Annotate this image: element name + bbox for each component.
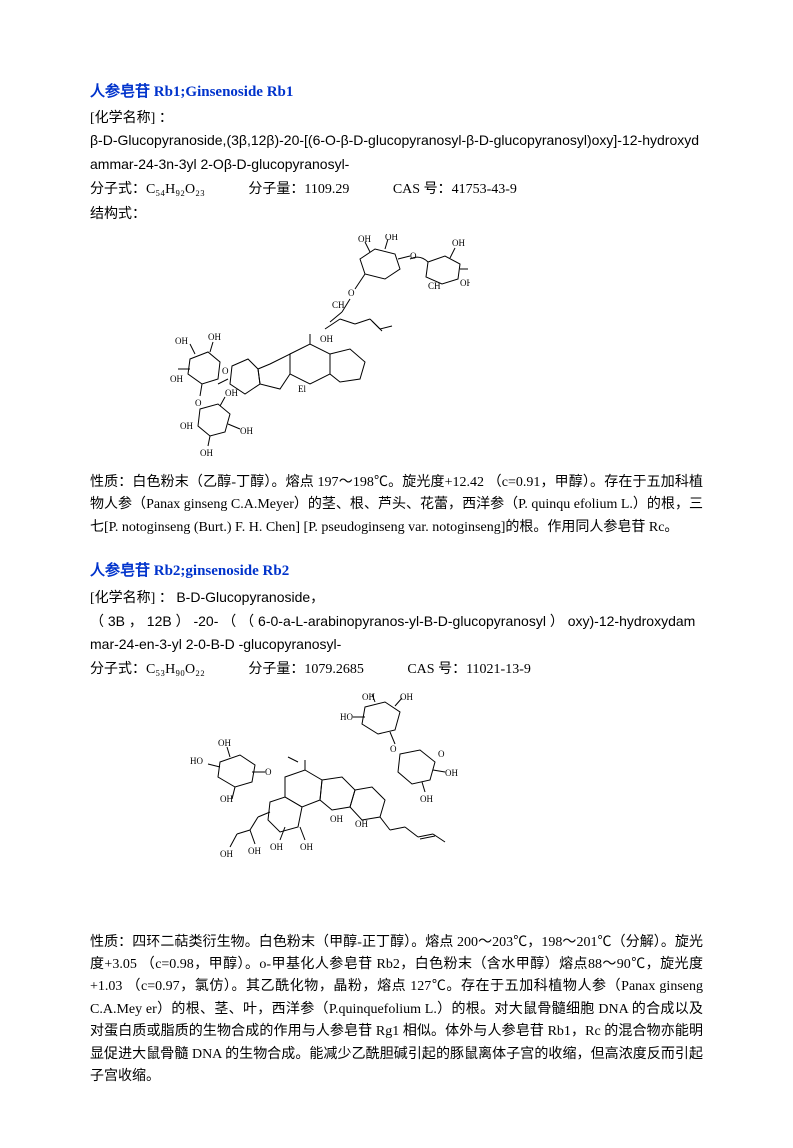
- entry2-chemname-block: [化学名称] ： B-D-Glucopyranoside， （ 3B ， 12B…: [90, 587, 703, 657]
- svg-text:OH: OH: [320, 334, 333, 344]
- svg-text:HO: HO: [340, 712, 353, 722]
- entry2-structure-diagram: OH OH HO O OH OH O HO OH O OH OH OH OH: [190, 692, 510, 922]
- entry1-cas: CAS 号：41753-43-9: [393, 179, 517, 201]
- svg-text:OH: OH: [452, 238, 465, 248]
- svg-text:OH: OH: [240, 426, 253, 436]
- svg-text:O: O: [265, 767, 272, 777]
- svg-text:O: O: [348, 288, 355, 298]
- svg-text:OH: OH: [175, 336, 188, 346]
- entry1-formula: 分子式：C₅₄H₉₂O₂₃: [90, 179, 205, 201]
- svg-text:OH: OH: [225, 388, 238, 398]
- svg-text:OH: OH: [400, 692, 413, 702]
- entry2-chemname-pre: B-D-Glucopyranoside，: [176, 589, 324, 605]
- svg-text:HO: HO: [190, 756, 203, 766]
- svg-text:OH: OH: [248, 846, 261, 856]
- entry2-mw: 分子量：1079.2685: [248, 659, 364, 681]
- svg-text:OH: OH: [300, 842, 313, 852]
- svg-text:OH: OH: [170, 374, 183, 384]
- svg-text:OH: OH: [385, 234, 398, 242]
- entry1-structure-diagram: OH OH O OH OH CH O CH OH El O OH OH OH: [170, 234, 470, 464]
- svg-text:O: O: [222, 366, 229, 376]
- entry1-description: 性质：白色粉末（乙醇-丁醇）。熔点 197～198℃。旋光度+12.42 （c=…: [90, 472, 703, 539]
- entry2-chemname: （ 3B ， 12B ） -20- （ （ 6-0-a-L-arabinopyr…: [90, 613, 695, 652]
- entry2-chemname-label: [化学名称] ：: [90, 591, 173, 606]
- svg-text:OH: OH: [330, 814, 343, 824]
- entry1-chemname-label: [化学名称] ：: [90, 111, 173, 126]
- svg-text:OH: OH: [445, 768, 458, 778]
- entry1-data-line: 分子式：C₅₄H₉₂O₂₃ 分子量：1109.29 CAS 号：41753-43…: [90, 179, 703, 201]
- entry2-formula: 分子式：C₅₃H₉₀O₂₂: [90, 659, 205, 681]
- entry2-description: 性质：四环二萜类衍生物。白色粉末（甲醇-正丁醇）。熔点 200～203℃，198…: [90, 932, 703, 1089]
- svg-text:OH: OH: [420, 794, 433, 804]
- entry2-cas: CAS 号：11021-13-9: [407, 659, 531, 681]
- svg-text:OH: OH: [208, 332, 221, 342]
- entry1-mw: 分子量：1109.29: [248, 179, 349, 201]
- svg-text:O: O: [195, 398, 202, 408]
- svg-text:OH: OH: [362, 692, 375, 702]
- svg-text:O: O: [438, 749, 445, 759]
- svg-text:CH: CH: [332, 300, 345, 310]
- svg-text:OH: OH: [218, 738, 231, 748]
- svg-text:OH: OH: [460, 278, 470, 288]
- svg-text:OH: OH: [358, 234, 371, 244]
- svg-text:O: O: [410, 251, 417, 261]
- svg-text:OH: OH: [180, 421, 193, 431]
- svg-text:OH: OH: [220, 849, 233, 859]
- entry1-chemname-block: [化学名称] ： β-D-Glucopyranoside,(3β,12β)-20…: [90, 108, 703, 177]
- svg-text:OH: OH: [270, 842, 283, 852]
- entry2-title: 人参皂苷 Rb2;ginsenoside Rb2: [90, 559, 703, 583]
- svg-text:OH: OH: [355, 819, 368, 829]
- svg-text:O: O: [390, 744, 397, 754]
- entry1-chemname: β-D-Glucopyranoside,(3β,12β)-20-[(6-O-β-…: [90, 132, 699, 171]
- svg-text:OH: OH: [220, 794, 233, 804]
- svg-text:OH: OH: [200, 448, 213, 458]
- svg-text:CH: CH: [428, 281, 441, 291]
- entry2-data-line: 分子式：C₅₃H₉₀O₂₂ 分子量：1079.2685 CAS 号：11021-…: [90, 659, 703, 681]
- svg-text:El: El: [298, 384, 306, 394]
- entry1-structure-label: 结构式：: [90, 204, 703, 226]
- entry1-title: 人参皂苷 Rb1;Ginsenoside Rb1: [90, 80, 703, 104]
